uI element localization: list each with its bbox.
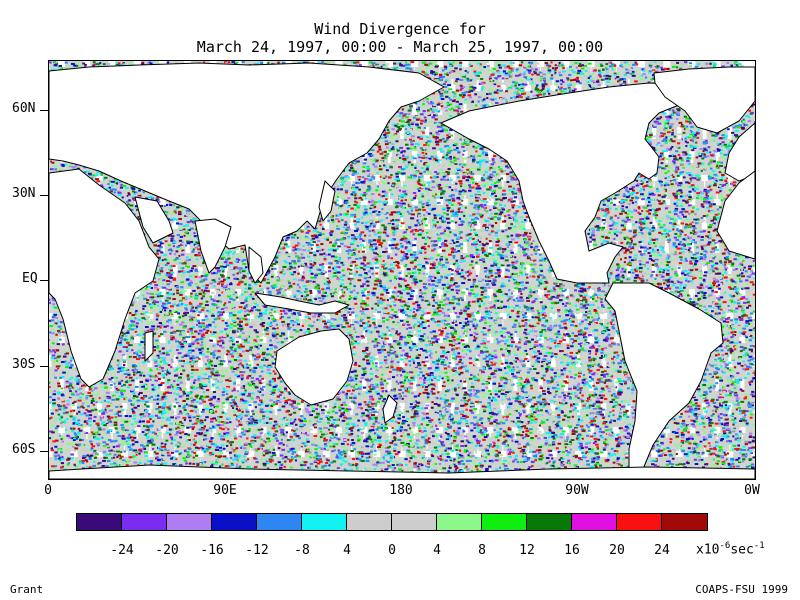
- lon-label-90e: 90E: [213, 483, 236, 498]
- footer-credit: COAPS-FSU 1999: [695, 583, 788, 596]
- colorbar-tick-label: -20: [155, 543, 178, 558]
- lat-label-eq: EQ: [22, 271, 38, 286]
- landmass-antarctica: [49, 464, 755, 479]
- footer-author: Grant: [10, 583, 43, 596]
- colorbar-tick-label: -16: [200, 543, 223, 558]
- colorbar-swatch: [257, 514, 302, 530]
- colorbar-swatch: [122, 514, 167, 530]
- colorbar: [76, 513, 708, 531]
- colorbar-swatch: [392, 514, 437, 530]
- landmass-africa-west: [716, 170, 755, 260]
- landmass-india: [194, 218, 232, 274]
- continents: [49, 62, 755, 479]
- landmass-southeast-asia: [248, 246, 264, 284]
- colorbar-swatch: [437, 514, 482, 530]
- landmass-south-america: [604, 282, 724, 479]
- lon-label-0: 0: [44, 483, 52, 498]
- colorbar-tick-label: -8: [294, 543, 310, 558]
- lon-label-180: 180: [389, 483, 412, 498]
- lat-label-30s: 30S: [12, 357, 35, 372]
- colorbar-swatch: [617, 514, 662, 530]
- lat-tick: [40, 110, 48, 111]
- landmass-madagascar: [144, 330, 154, 362]
- colorbar-swatch: [662, 514, 707, 530]
- lat-tick: [40, 195, 48, 196]
- colorbar-swatch: [212, 514, 257, 530]
- landmass-europe-west: [724, 122, 755, 182]
- colorbar-swatch: [302, 514, 347, 530]
- lat-label-60s: 60S: [12, 442, 35, 457]
- map-panel: [48, 60, 756, 480]
- colorbar-tick-label: 4: [433, 543, 441, 558]
- colorbar-tick-label: -12: [245, 543, 268, 558]
- colorbar-swatch: [167, 514, 212, 530]
- lon-label-0w: 0W: [744, 483, 760, 498]
- colorbar-tick-label: 12: [519, 543, 535, 558]
- landmass-australia: [274, 328, 354, 406]
- colorbar-tick-label: 0: [388, 543, 396, 558]
- landmass-arabia: [134, 196, 174, 244]
- map-title: Wind Divergence for: [0, 20, 800, 38]
- colorbar-tick-label: 4: [343, 543, 351, 558]
- colorbar-swatch: [77, 514, 122, 530]
- lat-tick: [40, 451, 48, 452]
- lat-tick: [40, 366, 48, 367]
- colorbar-units: x10-6sec-1: [696, 541, 765, 557]
- landmass-new-zealand: [382, 394, 398, 424]
- colorbar-tick-label: 8: [478, 543, 486, 558]
- colorbar-swatch: [572, 514, 617, 530]
- colorbar-tick-label: 16: [564, 543, 580, 558]
- colorbar-swatch: [347, 514, 392, 530]
- lat-label-30n: 30N: [12, 186, 35, 201]
- colorbar-tick-label: -24: [110, 543, 133, 558]
- lat-label-60n: 60N: [12, 101, 35, 116]
- landmass-japan: [318, 180, 336, 222]
- lat-tick: [40, 280, 48, 281]
- landmass-indonesia: [254, 292, 350, 314]
- landmass-eurasia: [49, 62, 445, 284]
- colorbar-swatch: [482, 514, 527, 530]
- landmass-greenland: [653, 66, 755, 134]
- colorbar-tick-label: 24: [654, 543, 670, 558]
- landmass-africa: [49, 168, 160, 388]
- world-map: [49, 61, 755, 479]
- colorbar-swatch: [527, 514, 572, 530]
- lon-label-90w: 90W: [565, 483, 588, 498]
- map-subtitle-date-range: March 24, 1997, 00:00 - March 25, 1997, …: [0, 38, 800, 56]
- colorbar-tick-label: 20: [609, 543, 625, 558]
